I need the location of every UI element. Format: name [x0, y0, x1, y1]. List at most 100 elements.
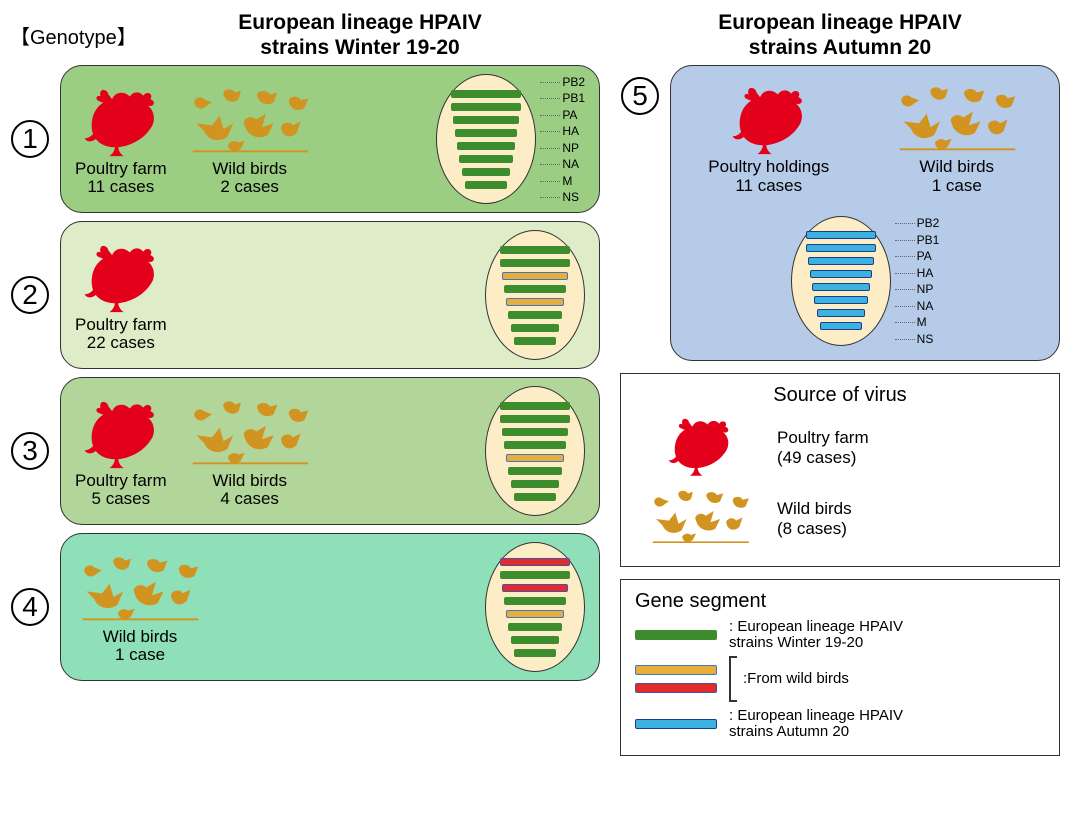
source-count: 1 case	[932, 177, 982, 196]
rooster-icon	[81, 82, 161, 160]
virion-icon	[485, 542, 585, 672]
legend-source-text: Wild birds(8 cases)	[777, 499, 852, 539]
rooster-icon	[665, 413, 735, 478]
gene-segment	[500, 259, 570, 267]
gene-label: NA	[540, 158, 585, 170]
gene-label: PA	[540, 109, 585, 121]
left-header: 【Genotype】 European lineage HPAIV strain…	[10, 10, 600, 60]
gene-segment	[455, 129, 517, 137]
left-title: European lineage HPAIV strains Winter 19…	[120, 10, 600, 60]
gene-segment	[511, 636, 559, 644]
source-label: Poultry farm	[75, 316, 167, 335]
wildbirds-icon	[185, 82, 315, 160]
gene-segment	[806, 244, 876, 252]
source-wildbirds: Wild birds 1 case	[75, 550, 205, 665]
gene-segment	[504, 285, 566, 293]
genotype-number: 4	[11, 588, 49, 626]
source-count: 11 cases	[735, 177, 802, 196]
gene-segment	[808, 257, 874, 265]
gene-segment	[502, 272, 568, 280]
gene-label: HA	[540, 125, 585, 137]
virion-icon	[485, 386, 585, 516]
gene-segment	[508, 623, 562, 631]
genotype-number: 3	[11, 432, 49, 470]
gene-segment	[462, 168, 510, 176]
gene-segment	[504, 441, 566, 449]
legend-seg-red	[635, 683, 717, 693]
genotype-panel-5: 5 Poultry holdings 11 cases Wild birds 1…	[670, 65, 1060, 360]
gene-segment	[465, 181, 507, 189]
gene-segment	[812, 283, 870, 291]
gene-label: NS	[895, 333, 940, 345]
source-label: Poultry holdings	[708, 158, 829, 177]
gene-segment	[500, 246, 570, 254]
wildbirds-icon	[643, 487, 758, 547]
gene-segment	[459, 155, 513, 163]
virion-icon	[436, 74, 536, 204]
gene-label: PB2	[895, 217, 940, 229]
source-rooster: Poultry holdings 11 cases	[708, 80, 829, 195]
legend-seg-green: : European lineage HPAIV strains Winter …	[635, 619, 1045, 652]
gene-segment	[500, 415, 570, 423]
gene-segment	[453, 116, 519, 124]
rooster-icon	[729, 80, 809, 158]
gene-segment	[457, 142, 515, 150]
source-count: 11 cases	[87, 178, 154, 197]
gene-label: M	[540, 175, 585, 187]
gene-label: NA	[895, 300, 940, 312]
gene-segment	[511, 480, 559, 488]
genotype-number: 1	[11, 120, 49, 158]
source-rooster: Poultry farm 11 cases	[75, 82, 167, 197]
genotype-panel-4: 4 Wild birds 1 case	[60, 533, 600, 681]
source-label: Wild birds	[919, 158, 994, 177]
bracket-icon	[729, 656, 737, 702]
gene-label: PA	[895, 250, 940, 262]
legend-gene-box: Gene segment : European lineage HPAIV st…	[620, 579, 1060, 756]
legend-source-row: Poultry farm(49 cases)	[635, 413, 1045, 483]
gene-segment	[508, 311, 562, 319]
source-label: Wild birds	[212, 472, 287, 491]
gene-segment	[511, 324, 559, 332]
source-label: Poultry farm	[75, 160, 167, 179]
gene-labels: PB2PB1PAHANPNAMNS	[540, 76, 585, 204]
gene-segment	[820, 322, 862, 330]
virion-icon	[485, 230, 585, 360]
source-count: 2 cases	[220, 178, 279, 197]
source-count: 22 cases	[87, 334, 155, 353]
gene-label: PB1	[895, 234, 940, 246]
legend-gene-title: Gene segment	[635, 590, 1045, 613]
gene-segment	[514, 493, 556, 501]
source-wildbirds: Wild birds 2 cases	[185, 82, 315, 197]
wildbirds-icon	[75, 550, 205, 628]
legend-source-row: Wild birds(8 cases)	[635, 487, 1045, 552]
gene-label: HA	[895, 267, 940, 279]
genotype-panel-2: 2 Poultry farm 22 cases	[60, 221, 600, 369]
source-count: 4 cases	[220, 490, 279, 509]
gene-segment	[504, 597, 566, 605]
source-wildbirds: Wild birds 4 cases	[185, 394, 315, 509]
gene-segment	[500, 571, 570, 579]
gene-segment	[506, 298, 564, 306]
gene-segment	[506, 454, 564, 462]
virion-icon	[791, 216, 891, 346]
gene-label: NP	[540, 142, 585, 154]
genotype-label: 【Genotype】	[10, 21, 120, 50]
legend-wild-label: :From wild birds	[743, 670, 849, 687]
source-count: 1 case	[115, 646, 165, 665]
right-column: European lineage HPAIV strains Autumn 20…	[620, 10, 1060, 756]
wildbirds-icon	[892, 80, 1022, 158]
genotype-panel-1: 1 Poultry farm 11 cases Wild birds 2 cas…	[60, 65, 600, 213]
gene-segment	[451, 103, 521, 111]
rooster-icon	[81, 238, 161, 316]
infographic-root: 【Genotype】 European lineage HPAIV strain…	[10, 10, 1070, 756]
genotype-number: 5	[621, 77, 659, 115]
legend-source-text: Poultry farm(49 cases)	[777, 428, 869, 468]
genotype-number: 2	[11, 276, 49, 314]
legend-seg-blue: : European lineage HPAIV strains Autumn …	[635, 708, 1045, 741]
gene-segment	[514, 649, 556, 657]
gene-label: NP	[895, 283, 940, 295]
gene-label: NS	[540, 191, 585, 203]
gene-label: M	[895, 316, 940, 328]
gene-label: PB1	[540, 92, 585, 104]
gene-segment	[502, 584, 568, 592]
